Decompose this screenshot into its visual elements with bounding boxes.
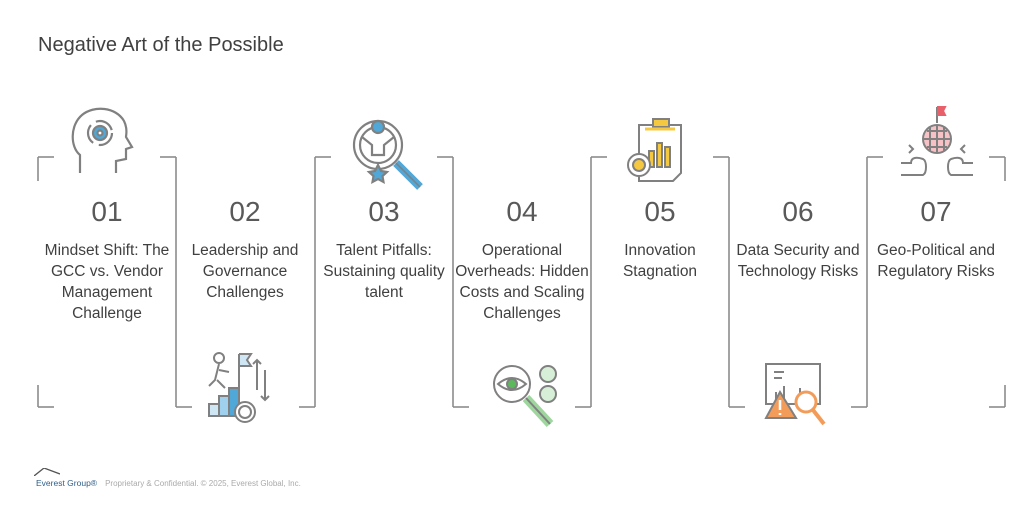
item-label: Data Security and Technology Risks [736, 242, 860, 280]
warning-chart-magnifier-icon [764, 363, 826, 426]
head-gear-icon [71, 107, 134, 173]
item-03: 03 Talent Pitfalls: Sustaining quality t… [315, 0, 453, 420]
climb-flag-growth-icon [208, 352, 270, 423]
item-number: 03 [368, 196, 400, 227]
item-04: 04 Operational Overheads: Hidden Costs a… [453, 0, 591, 420]
item-label: Leadership and Governance Challenges [191, 242, 299, 301]
clipboard-chart-bulb-icon [627, 118, 682, 182]
footer: Everest Group® Proprietary & Confidentia… [34, 468, 301, 488]
item-02: 02 Leadership and Governance Challenges [176, 0, 314, 420]
item-label: Talent Pitfalls: Sustaining quality tale… [323, 242, 445, 301]
everest-group-logo: Everest Group® [34, 468, 98, 488]
talent-search-icon [352, 119, 423, 190]
item-number: 01 [91, 196, 123, 227]
item-06: 06 Data Security and Technology Risks [729, 0, 867, 420]
item-number: 05 [644, 196, 676, 227]
footer-text: Proprietary & Confidential. © 2025, Ever… [105, 479, 301, 488]
item-05: 05 Innovation Stagnation [591, 0, 729, 420]
item-number: 04 [506, 196, 538, 227]
item-label: Mindset Shift: The GCC vs. Vendor Manage… [44, 242, 170, 322]
item-number: 02 [229, 196, 261, 227]
eye-magnifier-dollar-icon [493, 365, 557, 428]
page-title: Negative Art of the Possible [38, 34, 284, 56]
item-label: Geo-Political and Regulatory Risks [876, 242, 996, 280]
item-number: 06 [782, 196, 814, 227]
item-07: 07 Geo-Political and Regulatory Risks [867, 0, 1005, 420]
item-label: Operational Overheads: Hidden Costs and … [455, 242, 589, 322]
item-01: 01 Mindset Shift: The GCC vs. Vendor Man… [38, 0, 176, 420]
item-label: Innovation Stagnation [622, 242, 698, 280]
logo-text: Everest Group® [36, 478, 98, 488]
item-number: 07 [920, 196, 952, 227]
globe-fists-flag-icon [901, 106, 973, 176]
